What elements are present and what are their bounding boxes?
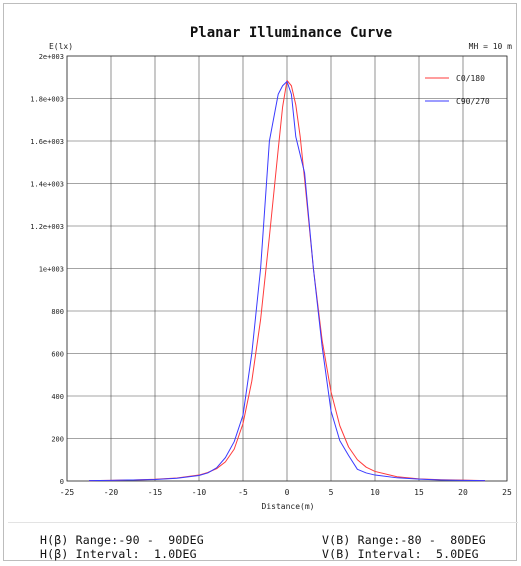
x-tick-label: -10: [192, 488, 207, 497]
x-tick-label: -5: [238, 488, 248, 497]
y-tick-label: 1.6e+003: [30, 138, 64, 146]
footer-divider: [8, 522, 518, 523]
y-tick-label: 1.2e+003: [30, 223, 64, 231]
v-interval-text: V(B) Interval: 5.0DEG: [322, 547, 479, 561]
x-tick-label: 5: [329, 488, 334, 497]
legend: C0/180 C90/270: [425, 74, 490, 106]
plot-border: [66, 55, 508, 482]
x-tick-label: -25: [60, 488, 75, 497]
x-tick-label: 10: [370, 488, 380, 497]
x-tick-label: -15: [148, 488, 163, 497]
chart-frame: -25 -20 -15 -10 -5 0 5 10 15 20 25 0 200 400 600 800 1e+…: [3, 3, 518, 561]
y-tick-label: 800: [51, 308, 64, 316]
y-tick-label: 1e+003: [39, 266, 64, 274]
h-interval-text: H(β) Interval: 1.0DEG: [40, 547, 197, 561]
x-axis-label: Distance(m): [262, 502, 315, 511]
x-tick-label: 0: [285, 488, 290, 497]
grid: [66, 55, 508, 482]
v-range-text: V(B) Range:-80 - 80DEG: [322, 533, 486, 547]
legend-label: C90/270: [456, 97, 490, 106]
y-tick-label: 2e+003: [39, 53, 64, 61]
y-axis-label: E(lx): [49, 42, 73, 51]
series-lines: [88, 79, 486, 482]
illuminance-chart: -25 -20 -15 -10 -5 0 5 10 15 20 25 0 200 400 600 800 1e+…: [30, 25, 513, 511]
y-tick-label: 200: [51, 436, 64, 444]
x-tick-label: -20: [104, 488, 119, 497]
y-tick-label: 1.8e+003: [30, 96, 64, 104]
x-tick-label: 20: [458, 488, 468, 497]
y-tick-label: 400: [51, 393, 64, 401]
y-tick-label: 0: [60, 478, 64, 486]
chart-title: Planar Illuminance Curve: [190, 25, 392, 41]
y-tick-label: 1.4e+003: [30, 181, 64, 189]
y-tick-label: 600: [51, 351, 64, 359]
x-tick-label: 25: [502, 488, 512, 497]
h-range-text: H(β) Range:-90 - 90DEG: [40, 533, 204, 547]
series-line-c90-270: [88, 81, 486, 482]
tick-labels: -25 -20 -15 -10 -5 0 5 10 15 20 25 0 200 400 600 800 1e+…: [30, 53, 512, 497]
mh-annotation: MH = 10 m: [469, 42, 513, 51]
x-tick-label: 15: [414, 488, 424, 497]
legend-label: C0/180: [456, 74, 485, 83]
